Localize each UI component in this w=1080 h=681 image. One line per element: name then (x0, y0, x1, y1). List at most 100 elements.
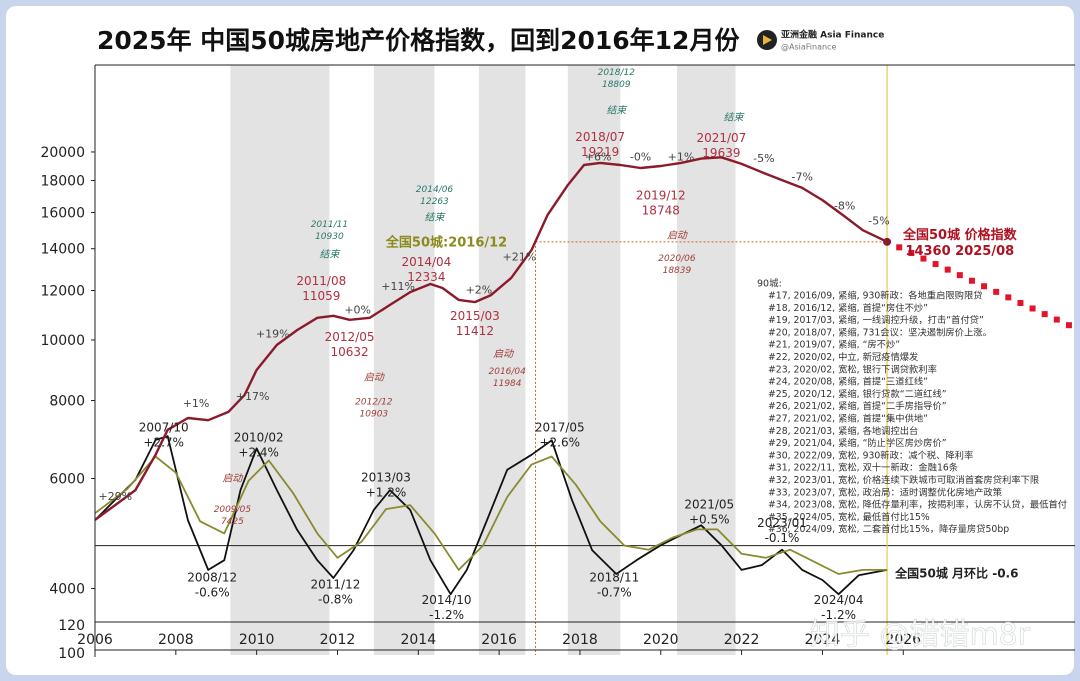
y-tick-label: 16000 (40, 205, 85, 221)
y-tick-label: 14000 (40, 242, 85, 258)
annotation: 2017/05 (535, 421, 585, 435)
annotation: +0.5% (689, 513, 730, 527)
note-item: #31, 2022/11, 宽松, 双十一新政：金融16条 (768, 462, 958, 474)
annotation: -1.2% (821, 608, 856, 622)
annotation: 7425 (221, 517, 244, 527)
brand-logo-mark (763, 35, 772, 45)
annotation: 2018/07 (575, 130, 625, 144)
y-tick-label: 120 (58, 618, 85, 634)
annotation: 2014/10 (422, 593, 472, 607)
projection-point (1053, 316, 1060, 323)
annotation: 2010/02 (234, 431, 284, 445)
x-tick-label: 2020 (643, 632, 679, 648)
shaded-period (373, 65, 435, 655)
annotation: +1.2% (366, 485, 407, 499)
series-line (95, 435, 888, 596)
projection-point (896, 244, 903, 251)
annotation: 2011/11 (311, 220, 348, 230)
shaded-period (230, 65, 330, 655)
annotation: 2013/03 (361, 470, 411, 484)
chart-title: 2025年 中国50城房地产价格指数，回到2016年12月份 (97, 26, 739, 55)
brand-name: 亚洲金融 Asia Finance (781, 29, 884, 41)
x-tick-label: 2012 (320, 632, 356, 648)
annotation: +11% (381, 280, 415, 293)
note-item: #24, 2020/08, 紧缩, 首提“三道红线” (768, 376, 928, 388)
annotation: -7% (792, 171, 813, 184)
annotation: 12334 (407, 270, 445, 284)
shaded-period (478, 65, 526, 655)
note-item: #28, 2021/03, 紧缩, 各地调控出台 (768, 425, 918, 437)
y-tick-label: 10000 (40, 333, 85, 349)
y-tick-label: 4000 (49, 581, 85, 597)
annotation: +17% (236, 390, 270, 403)
annotation: 2012/12 (355, 398, 393, 408)
annotation: 2011/12 (311, 577, 361, 591)
note-item: #21, 2019/07, 紧缩, “房不炒” (768, 339, 900, 351)
note-item: #26, 2021/02, 紧缩, 首提“二手房指导价” (768, 400, 947, 412)
annotation: 启动 (364, 372, 385, 384)
x-tick-label: 2018 (562, 632, 598, 648)
annotation: +2.6% (539, 436, 580, 450)
annotation: 14360 2025/08 (905, 244, 1014, 259)
y-tick-label: 18000 (40, 174, 85, 190)
y-tick-label: 100 (58, 646, 85, 662)
annotation: 2020/06 (658, 254, 696, 264)
projection-point (1065, 322, 1072, 329)
annotation: 2014/04 (401, 255, 451, 269)
note-item: #23, 2020/02, 宽松, 银行下调贷款利率 (768, 363, 937, 375)
annotation: 19639 (702, 146, 740, 160)
annotation: 2012/05 (325, 330, 375, 344)
note-item: #25, 2020/12, 紧缩, 银行贷款“二道红线” (768, 388, 947, 400)
note-item: #30, 2022/09, 宽松, 930新政：减个税、降利率 (768, 449, 973, 461)
annotation: 11412 (456, 324, 494, 338)
projection-point (920, 255, 927, 262)
annotation: -0.8% (318, 592, 353, 606)
annotation: 2021/05 (684, 498, 734, 512)
annotation: +0% (344, 303, 371, 316)
plot-area (95, 65, 1075, 655)
y-tick-label: 8000 (49, 393, 85, 409)
x-tick-label: 2010 (239, 632, 275, 648)
annotation: 2011/08 (296, 274, 346, 288)
projection-point (1029, 305, 1036, 312)
projection-point (956, 272, 963, 279)
note-item: #33, 2023/07, 宽松, 政治局：适时调整优化房地产政策 (768, 486, 1002, 498)
latest-point (883, 237, 892, 246)
annotation: 结束 (606, 105, 628, 117)
y-tick-label: 12000 (40, 284, 85, 300)
annotation: 18839 (663, 266, 692, 276)
annotation: -0.1% (765, 531, 800, 545)
series-line (95, 455, 888, 575)
annotation: -5% (868, 215, 889, 228)
annotation: 2018/11 (589, 571, 639, 585)
watermark: 知乎 @错错m8r (810, 618, 1031, 653)
annotation: 10632 (331, 345, 369, 359)
annotation: 10930 (315, 232, 344, 242)
projection-point (981, 283, 988, 290)
projection-point (932, 261, 939, 268)
annotation: 12263 (420, 197, 449, 207)
annotation: 2016/04 (489, 367, 527, 377)
notes-heading: 90城: (757, 279, 782, 290)
brand-handle: @AsiaFinance (781, 43, 836, 52)
note-item: #20, 2018/07, 紧缩, 731会议：坚决遏制房价上涨。 (768, 326, 992, 338)
annotation: 11059 (302, 289, 340, 303)
x-tick-label: 2016 (481, 632, 517, 648)
annotation: +6% (585, 150, 612, 163)
projection-point (944, 266, 951, 273)
annotation: 2009/05 (214, 505, 252, 515)
annotation: 启动 (222, 473, 243, 485)
projection-point (1041, 311, 1048, 318)
y-tick-label: 20000 (40, 145, 85, 161)
note-item: #18, 2016/12, 紧缩, 首提“房住不炒” (768, 302, 928, 314)
annotation: 2024/04 (814, 593, 864, 607)
annotation: 全国50城:2016/12 (385, 234, 507, 250)
annotation: 19219 (581, 145, 619, 159)
annotation: 启动 (493, 348, 514, 360)
annotation: 11984 (493, 379, 522, 389)
note-item: #36, 2024/09, 宽松, 二套首付比15%，降存量房贷50bp (768, 523, 1009, 535)
projection-point (993, 288, 1000, 295)
note-item: #29, 2021/04, 紧缩, “防止学区房炒房价” (768, 437, 947, 449)
